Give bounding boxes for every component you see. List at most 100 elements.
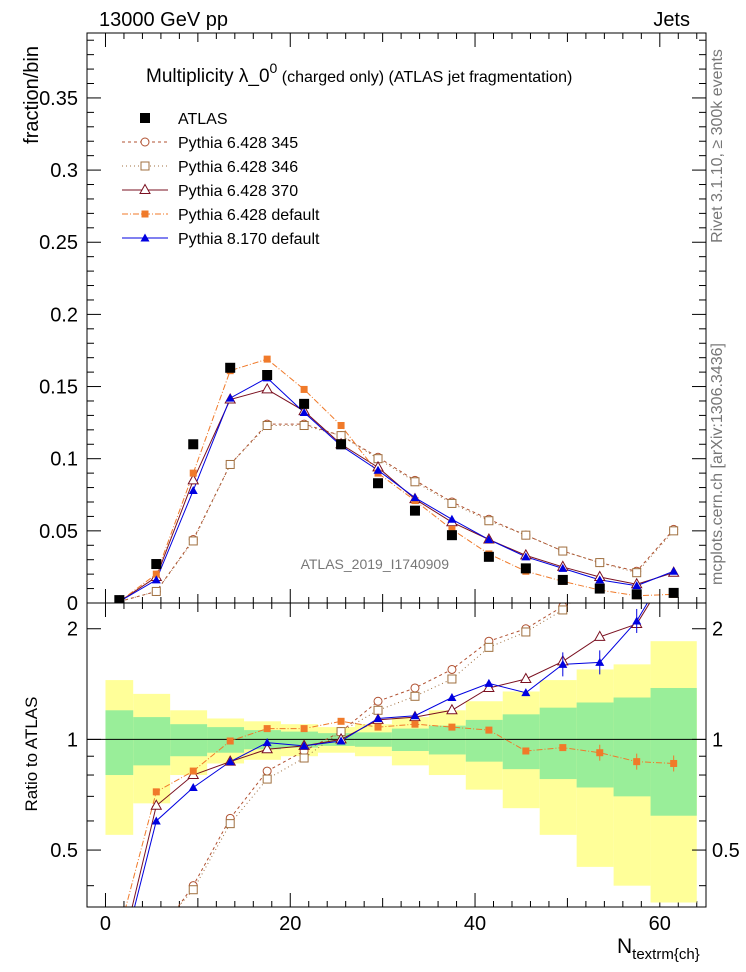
ratio-line-2 <box>131 603 651 907</box>
ratio-point-1 <box>188 885 198 895</box>
x-tick-label: 40 <box>464 913 486 935</box>
series-point-4 <box>225 393 235 402</box>
chart-title: Multiplicity λ_00 (charged only) (ATLAS … <box>146 60 572 87</box>
atlas-point <box>483 551 494 562</box>
x-tick-label: 0 <box>100 913 111 935</box>
ratio-point-3 <box>485 726 493 734</box>
series-point-1 <box>669 526 679 536</box>
ratio-point-4 <box>484 678 494 687</box>
band-inner <box>207 727 245 753</box>
chart-title-rest: (charged only) (ATLAS jet fragmentation) <box>277 69 572 86</box>
ratio-point-2 <box>519 672 532 683</box>
band-inner <box>613 697 651 797</box>
ratio-point-1 <box>410 691 420 701</box>
ratio-point-4 <box>373 713 383 722</box>
atlas-point <box>188 439 199 450</box>
atlas-point <box>631 589 642 600</box>
ratio-y-tick-label: 1 <box>67 729 78 751</box>
rivet-side-label: Rivet 3.1.10, ≥ 300k events <box>709 49 726 243</box>
atlas-point <box>262 370 273 380</box>
main-plot-area <box>114 355 680 603</box>
ratio-point-4 <box>151 816 161 825</box>
x-axis-label-main: N <box>617 935 632 958</box>
ratio-point-0 <box>262 766 272 776</box>
ratio-panel: 0 20 40 60 0.5 0.5 1 1 2 2 <box>50 425 740 971</box>
ratio-point-2 <box>446 703 458 715</box>
ratio-point-4 <box>521 688 531 697</box>
x-axis-label: Ntextrm{ch} <box>617 935 700 963</box>
series-point-3 <box>189 469 197 477</box>
y-tick-label: 0.1 <box>50 449 78 471</box>
series-point-4 <box>632 581 642 590</box>
legend-label-1: Pythia 6.428 345 <box>178 135 298 152</box>
ratio-point-0 <box>410 683 420 693</box>
series-point-3 <box>337 422 345 430</box>
ratio-point-3 <box>596 749 604 757</box>
ratio-point-3 <box>448 723 456 731</box>
ratio-point-2 <box>483 681 495 692</box>
series-line-2 <box>119 388 674 602</box>
ratio-point-3 <box>116 928 123 935</box>
y-tick-label: 0.35 <box>39 88 78 110</box>
ratio-point-3 <box>374 723 382 731</box>
series-point-1 <box>225 459 235 469</box>
y-tick-label: 0.15 <box>39 377 78 399</box>
atlas-point <box>557 574 568 585</box>
ratio-point-3 <box>559 744 567 752</box>
ratio-point-1 <box>225 819 235 829</box>
ratio-point-2 <box>669 559 679 568</box>
ratio-point-2 <box>261 742 274 754</box>
series-point-1 <box>188 536 198 546</box>
ratio-point-0 <box>670 425 678 433</box>
series-point-1 <box>151 586 161 596</box>
y-tick-label: 0.2 <box>50 304 78 326</box>
ratio-point-4 <box>115 963 124 971</box>
legend-marker-3 <box>139 183 151 194</box>
ratio-line-3 <box>125 720 674 907</box>
atlas-point <box>446 530 457 541</box>
ratio-plot-area <box>87 425 706 971</box>
ratio-point-1 <box>152 928 160 936</box>
atlas-point <box>409 505 420 516</box>
ratio-point-3 <box>226 737 234 745</box>
band-inner <box>465 719 503 762</box>
ratio-point-4 <box>558 659 568 668</box>
ratio-point-4 <box>299 741 309 750</box>
series-point-1 <box>447 498 457 508</box>
ratio-point-1 <box>633 535 641 543</box>
ratio-point-3 <box>152 788 160 796</box>
series-point-2 <box>261 382 274 394</box>
band-inner <box>133 717 171 766</box>
ratio-point-1 <box>558 605 568 615</box>
series-point-4 <box>373 465 383 474</box>
ratio-point-3 <box>522 747 530 755</box>
ratio-y-tick-label: 0.5 <box>50 840 78 862</box>
ratio-point-4 <box>595 657 605 666</box>
y-tick-label: 0.05 <box>39 521 78 543</box>
y-tick-label: 0.25 <box>39 232 78 254</box>
atlas-point <box>668 587 679 598</box>
series-point-1 <box>632 568 642 578</box>
ratio-y-tick-label: 2 <box>67 619 78 641</box>
series-point-4 <box>669 566 679 575</box>
ratio-point-4 <box>669 554 678 562</box>
band-inner <box>576 702 614 788</box>
ratio-point-3 <box>189 767 197 775</box>
series-line-3 <box>119 358 674 602</box>
ratio-point-3 <box>337 717 345 725</box>
series-point-1 <box>521 530 531 540</box>
ratio-y-tick-label-right: 0.5 <box>712 840 740 862</box>
ratio-point-4 <box>262 738 272 747</box>
ratio-point-1 <box>373 705 383 715</box>
chart-title-main: Multiplicity λ_0 <box>146 66 270 87</box>
x-tick-label: 60 <box>649 913 671 935</box>
legend-label-0: ATLAS <box>178 111 228 128</box>
series-point-2 <box>187 473 200 485</box>
series-point-1 <box>484 516 494 526</box>
ratio-point-4 <box>447 693 457 702</box>
band-inner <box>650 687 697 816</box>
ratio-point-4 <box>336 736 346 745</box>
ratio-point-1 <box>262 774 272 784</box>
series-point-1 <box>299 421 309 431</box>
ratio-point-4 <box>410 711 420 720</box>
